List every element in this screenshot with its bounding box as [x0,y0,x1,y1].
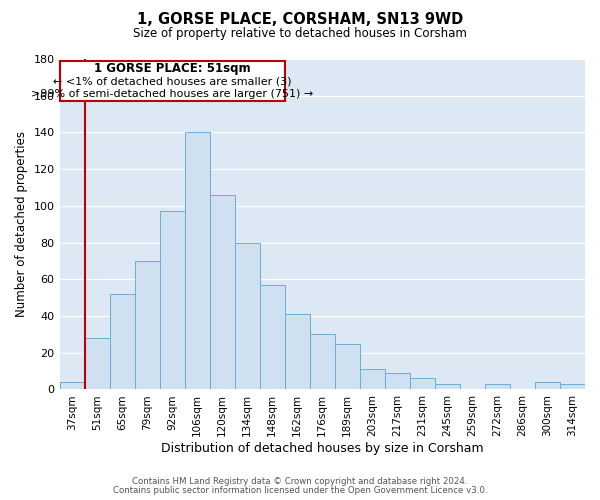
Bar [485,384,510,390]
Text: Contains public sector information licensed under the Open Government Licence v3: Contains public sector information licen… [113,486,487,495]
Bar [310,334,335,390]
Bar [160,212,185,390]
Bar [385,373,410,390]
Bar [560,384,585,390]
Bar [410,378,435,390]
Bar [134,261,160,390]
Bar [59,382,85,390]
Bar [235,242,260,390]
Bar [335,344,360,390]
Bar [209,195,235,390]
Bar [435,384,460,390]
X-axis label: Distribution of detached houses by size in Corsham: Distribution of detached houses by size … [161,442,484,455]
Text: Size of property relative to detached houses in Corsham: Size of property relative to detached ho… [133,28,467,40]
Bar [535,382,560,390]
Text: >99% of semi-detached houses are larger (751) →: >99% of semi-detached houses are larger … [31,89,313,99]
Bar [260,285,285,390]
Bar [285,314,310,390]
Bar [110,294,134,390]
Y-axis label: Number of detached properties: Number of detached properties [15,131,28,317]
Text: ← <1% of detached houses are smaller (3): ← <1% of detached houses are smaller (3) [53,76,292,86]
Bar [360,370,385,390]
Bar [185,132,209,390]
Text: Contains HM Land Registry data © Crown copyright and database right 2024.: Contains HM Land Registry data © Crown c… [132,477,468,486]
Text: 1 GORSE PLACE: 51sqm: 1 GORSE PLACE: 51sqm [94,62,250,76]
Bar [59,61,285,101]
Bar [85,338,110,390]
Text: 1, GORSE PLACE, CORSHAM, SN13 9WD: 1, GORSE PLACE, CORSHAM, SN13 9WD [137,12,463,28]
